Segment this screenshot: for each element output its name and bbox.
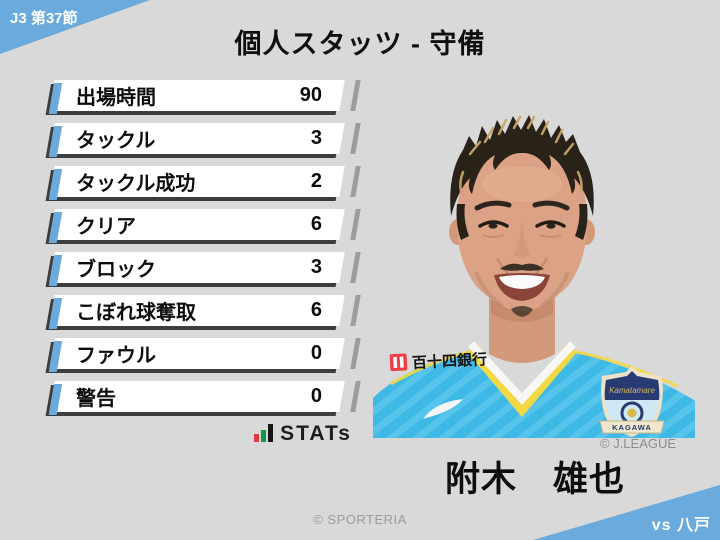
stat-value: 6 bbox=[310, 213, 322, 235]
sporteria-stats-logo: STATs bbox=[254, 423, 352, 444]
stat-row: こぼれ球奪取 6 bbox=[48, 295, 361, 329]
stat-row: 警告 0 bbox=[48, 381, 361, 415]
stat-value: 3 bbox=[310, 256, 322, 278]
stat-value: 90 bbox=[299, 84, 322, 106]
player-name: 附木 雄也 bbox=[444, 460, 625, 499]
bar-chart-icon bbox=[261, 430, 267, 442]
stat-label: ブロック bbox=[76, 259, 156, 281]
stat-value: 0 bbox=[310, 385, 322, 407]
player-photo: 百十四銀行 Kamatamare KAGAWA bbox=[373, 115, 695, 438]
page-title: 個人スタッツ - 守備 bbox=[234, 29, 486, 59]
stat-label: 警告 bbox=[76, 388, 116, 410]
stat-label: こぼれ球奪取 bbox=[76, 302, 196, 324]
stat-row: タックル成功 2 bbox=[48, 166, 361, 200]
stat-value: 0 bbox=[310, 342, 322, 364]
jersey-sponsor-text: 百十四銀行 bbox=[412, 350, 488, 372]
row-slash bbox=[350, 295, 361, 326]
stat-label: 出場時間 bbox=[76, 87, 156, 109]
stats-list: 出場時間 90 タックル 3 タックル成功 2 クリア 6 bbox=[48, 80, 361, 415]
crest-region-text: KAGAWA bbox=[612, 423, 652, 432]
row-slash bbox=[350, 80, 361, 111]
stat-value: 6 bbox=[310, 299, 322, 321]
site-credit: © SPORTERIA bbox=[313, 512, 407, 527]
stat-row: ブロック 3 bbox=[48, 252, 361, 286]
row-slash bbox=[350, 123, 361, 154]
sponsor-mark-icon bbox=[389, 353, 408, 372]
row-slash bbox=[350, 338, 361, 369]
stat-label: タックル bbox=[76, 130, 156, 152]
row-slash bbox=[350, 381, 361, 412]
stat-value: 3 bbox=[310, 127, 322, 149]
row-slash bbox=[350, 252, 361, 283]
photo-credit: © J.LEAGUE bbox=[600, 436, 677, 451]
player-head bbox=[449, 115, 595, 317]
stat-label: タックル成功 bbox=[76, 173, 196, 195]
club-crest-icon: Kamatamare KAGAWA bbox=[599, 366, 665, 437]
stat-row: ファウル 0 bbox=[48, 338, 361, 372]
jersey-sponsor: 百十四銀行 bbox=[389, 350, 488, 372]
stat-value: 2 bbox=[310, 170, 322, 192]
hair-highlights bbox=[459, 115, 583, 194]
stat-label: ファウル bbox=[76, 345, 156, 367]
jersey-maker-swoosh-icon bbox=[423, 399, 463, 419]
round-banner-label: J3 第37節 bbox=[10, 10, 78, 27]
stat-row: クリア 6 bbox=[48, 209, 361, 243]
bar-chart-icon bbox=[254, 434, 260, 442]
stat-row: 出場時間 90 bbox=[48, 80, 361, 114]
stat-row: タックル 3 bbox=[48, 123, 361, 157]
bar-chart-icon bbox=[268, 424, 274, 442]
crest-club-name: Kamatamare bbox=[609, 386, 655, 395]
row-slash bbox=[350, 209, 361, 240]
stats-logo-text: STATs bbox=[280, 422, 352, 445]
row-slash bbox=[350, 166, 361, 197]
opponent-label: vs 八戸 bbox=[651, 517, 711, 534]
stat-label: クリア bbox=[76, 216, 136, 238]
